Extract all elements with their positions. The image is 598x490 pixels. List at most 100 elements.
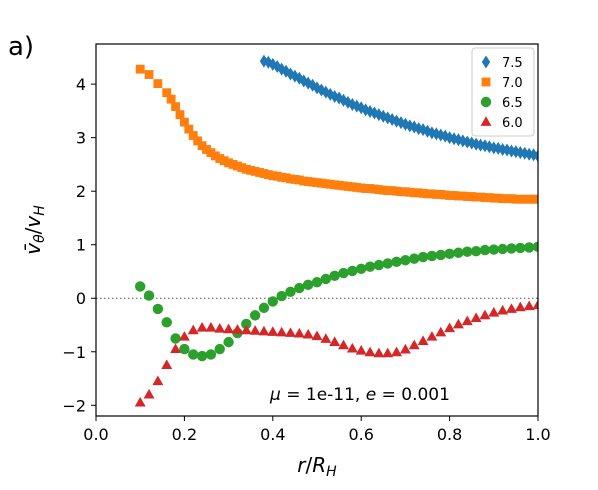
data-point [533,194,538,204]
data-point [417,251,429,263]
data-point [533,149,538,163]
data-point [162,88,172,98]
data-point [379,109,388,123]
data-point [444,322,456,333]
y-tick-label: 4 [76,75,86,94]
data-point [175,110,185,120]
data-point [454,133,463,147]
data-point [365,184,375,193]
data-point [268,57,277,71]
data-point [426,331,438,341]
data-point [334,180,344,190]
data-point [453,247,464,258]
legend-label: 6.0 [502,116,523,131]
x-tick-label: 0.4 [260,425,285,444]
data-point [152,303,164,315]
data-point [523,242,535,253]
data-point [153,79,163,89]
data-point [285,327,296,337]
data-point [462,246,473,257]
data-point [311,276,323,288]
data-point [435,326,447,337]
data-point [497,304,509,315]
data-point [295,71,304,85]
legend-marker [480,96,492,108]
data-point [417,335,429,345]
x-tick-label: 0.2 [172,425,197,444]
data-point [427,189,437,199]
data-point [240,324,252,335]
x-tick-label: 1.0 [525,425,550,444]
data-point [441,129,450,143]
data-point [373,259,385,271]
data-point [326,87,335,101]
data-point [502,143,512,157]
data-point [135,64,145,74]
data-point [408,339,420,350]
series-7-5 [259,54,538,163]
legend-marker [481,77,491,87]
data-point [161,359,173,370]
data-point [410,120,419,134]
data-point [470,245,482,257]
data-point [497,243,508,255]
data-point [462,192,472,201]
data-point [515,242,526,254]
data-point [276,290,287,302]
y-tick-label: 1 [76,236,86,255]
data-point [355,344,367,355]
data-point [205,349,217,360]
data-point [382,258,393,269]
data-point [476,192,485,202]
y-tick-label: 2 [76,182,86,201]
data-point [414,188,424,198]
data-point [329,270,340,281]
legend: 7.5 7.0 6.5 6.0 [471,47,535,137]
axes-frame [95,43,539,417]
data-point [426,250,438,262]
data-point [299,74,308,88]
legend-label: 6.5 [502,96,523,111]
y-axis-label: v̄θ/vH [21,205,48,255]
data-point [178,331,190,341]
data-point [361,103,370,117]
data-point [249,325,261,335]
data-point [264,55,273,69]
data-point [329,336,341,347]
data-point [445,191,455,200]
data-point [258,302,270,314]
data-point [312,81,322,95]
data-point [302,279,314,291]
panel-label: a) [8,32,34,62]
data-point [320,273,332,285]
data-point [258,325,270,336]
data-point [347,265,358,277]
x-tick-label: 0.8 [437,425,462,444]
data-point [458,134,468,148]
data-point [170,333,181,344]
data-point [523,300,535,311]
data-point [338,267,349,279]
data-point [373,347,385,358]
data-point [308,78,317,92]
data-point [166,94,176,104]
y-tick-label: 3 [76,129,86,148]
axes: 0.0 0.2 0.4 0.6 0.8 1.0 −2 −1 0 1 2 3 4 [62,43,551,444]
legend-box [471,47,535,137]
data-point [436,128,445,142]
data-point [470,312,482,322]
data-point [479,309,491,320]
data-point [399,343,411,354]
data-point [338,339,349,350]
data-point [356,263,367,275]
data-point [352,183,362,192]
data-point [423,124,432,138]
data-point [330,89,339,103]
data-point [272,171,282,181]
data-point [170,343,182,353]
data-point [383,186,393,196]
data-point [205,321,217,332]
y-tick-label: −2 [62,396,86,415]
data-point [346,342,358,353]
data-point [489,141,498,155]
